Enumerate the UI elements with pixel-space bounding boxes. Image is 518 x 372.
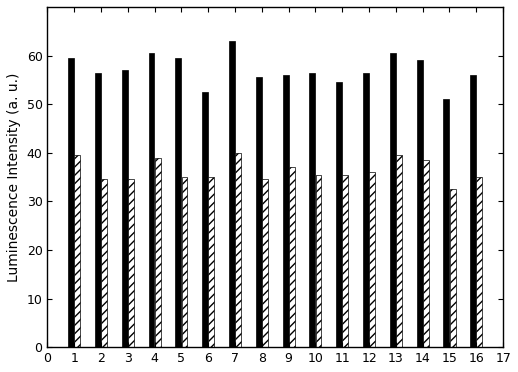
Bar bbox=[450, 189, 455, 347]
Bar bbox=[443, 99, 450, 347]
Bar bbox=[477, 177, 482, 347]
Bar bbox=[315, 174, 322, 347]
Bar bbox=[470, 75, 476, 347]
Bar bbox=[256, 77, 262, 347]
Bar bbox=[155, 158, 161, 347]
Bar bbox=[95, 73, 101, 347]
Bar bbox=[423, 160, 429, 347]
Bar bbox=[181, 177, 188, 347]
Bar bbox=[342, 174, 348, 347]
Bar bbox=[262, 180, 268, 347]
Bar bbox=[336, 82, 342, 347]
Y-axis label: Luminescence Intensity (a. u.): Luminescence Intensity (a. u.) bbox=[7, 73, 21, 282]
Bar bbox=[235, 153, 241, 347]
Bar bbox=[122, 70, 127, 347]
Bar bbox=[74, 155, 80, 347]
Bar bbox=[396, 155, 402, 347]
Bar bbox=[149, 53, 154, 347]
Bar bbox=[289, 167, 295, 347]
Bar bbox=[363, 73, 369, 347]
Bar bbox=[229, 41, 235, 347]
Bar bbox=[101, 180, 107, 347]
Bar bbox=[68, 58, 74, 347]
Bar bbox=[416, 60, 423, 347]
Bar bbox=[390, 53, 396, 347]
Bar bbox=[202, 92, 208, 347]
Bar bbox=[369, 172, 375, 347]
Bar bbox=[176, 58, 181, 347]
Bar bbox=[208, 177, 214, 347]
Bar bbox=[309, 73, 315, 347]
Bar bbox=[128, 180, 134, 347]
Bar bbox=[283, 75, 289, 347]
